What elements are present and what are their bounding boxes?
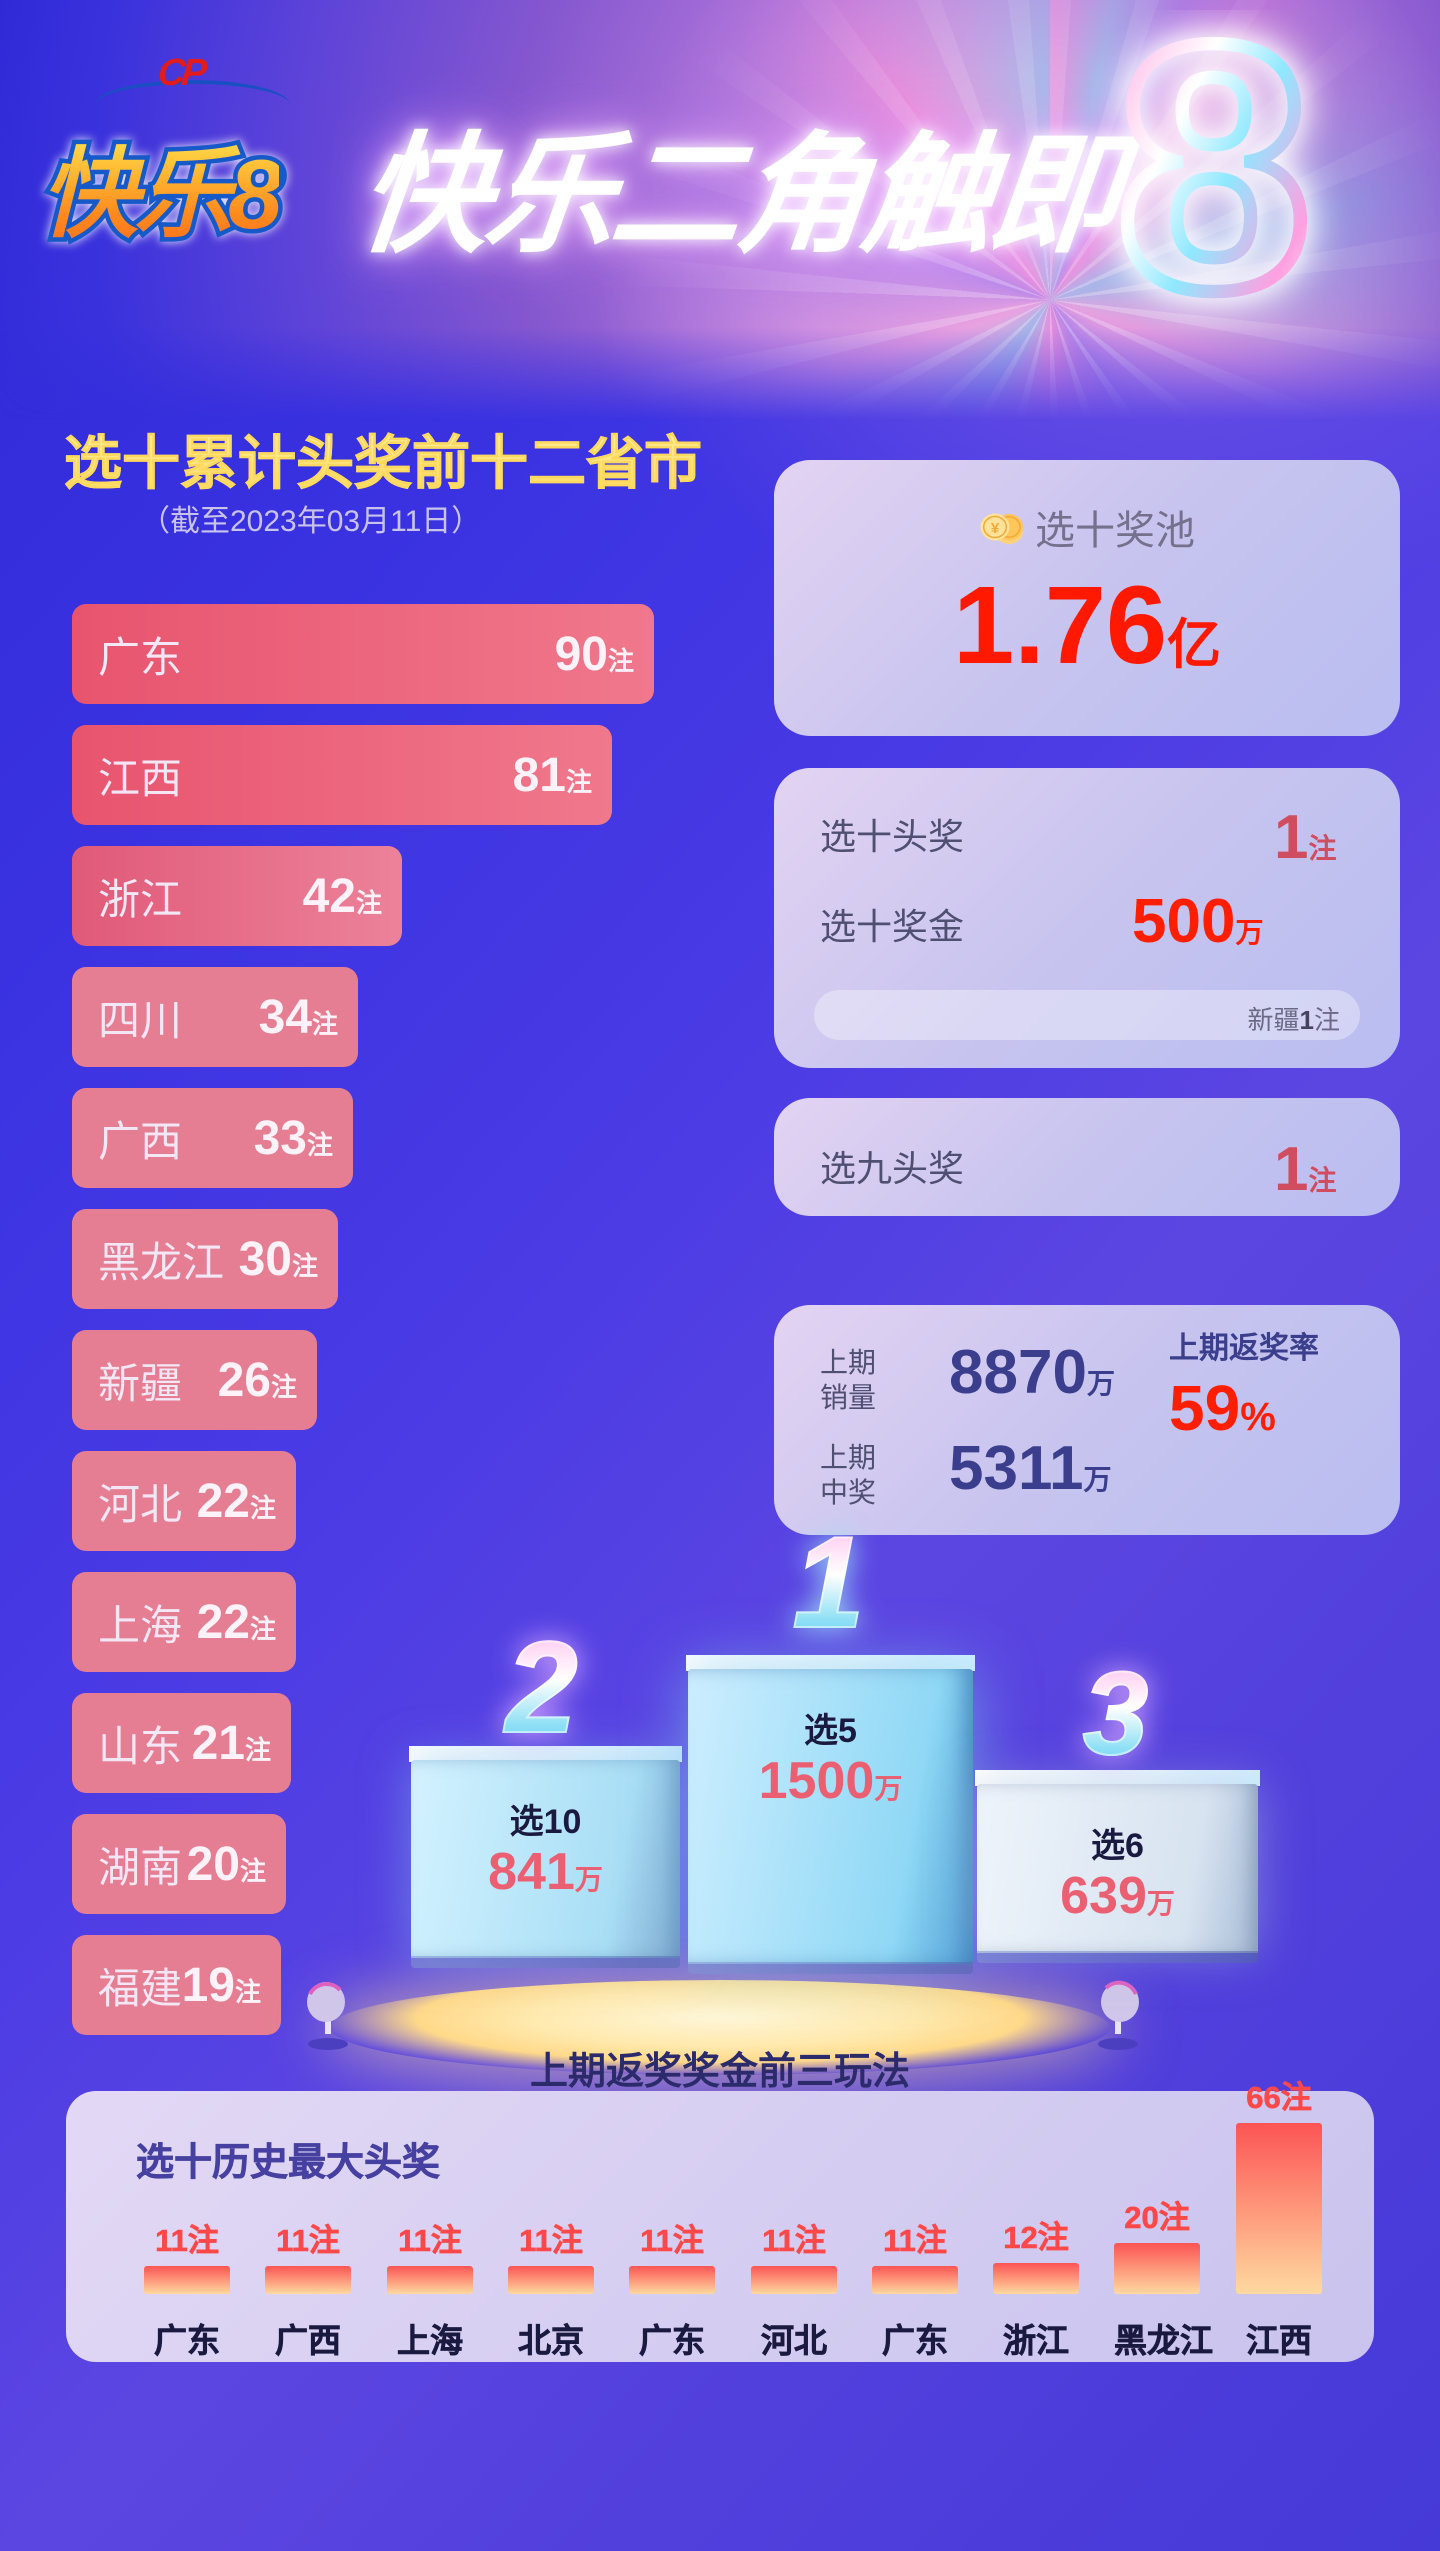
svg-text:¥: ¥ [991, 520, 1000, 537]
svg-text:8: 8 [1116, 10, 1311, 350]
